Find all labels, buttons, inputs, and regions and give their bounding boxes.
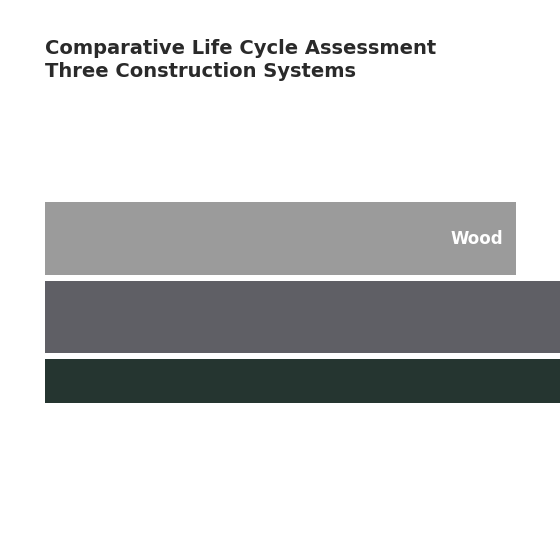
Bar	[45, 281, 560, 353]
Text: Comparative Life Cycle Assessment
Three Construction Systems: Comparative Life Cycle Assessment Three …	[45, 39, 436, 81]
Text: Wood: Wood	[451, 230, 503, 248]
Bar	[45, 203, 516, 274]
Bar	[45, 360, 560, 431]
